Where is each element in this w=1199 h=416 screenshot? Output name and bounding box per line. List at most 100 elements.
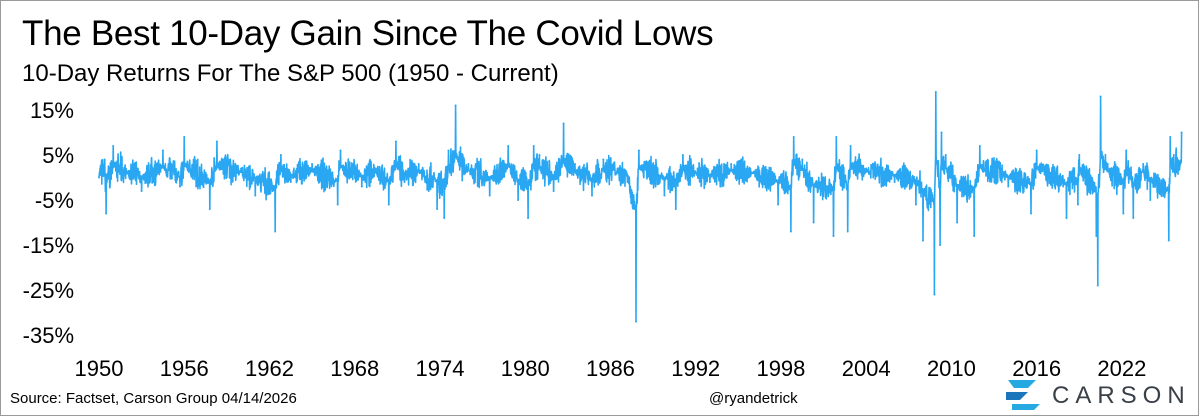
data-point xyxy=(208,208,211,210)
data-point xyxy=(311,163,314,165)
x-tick-label: 1980 xyxy=(501,356,550,381)
x-axis: 1950 1956 1962 1968 1974 1980 1986 1992 1998 2004… xyxy=(75,356,1147,381)
data-point xyxy=(240,167,243,170)
data-point xyxy=(934,91,937,93)
data-point xyxy=(616,167,619,170)
data-point xyxy=(552,190,555,192)
data-point xyxy=(1169,136,1172,138)
data-point xyxy=(944,154,947,156)
data-point xyxy=(812,221,815,224)
data-point xyxy=(978,145,981,147)
data-point xyxy=(956,221,959,224)
data-point xyxy=(893,181,896,183)
x-tick-label: 1956 xyxy=(160,356,209,381)
y-tick-label: -35% xyxy=(23,323,74,348)
x-tick-label: 1992 xyxy=(671,356,720,381)
data-point xyxy=(289,181,292,183)
x-tick-label: 1998 xyxy=(756,356,805,381)
data-point xyxy=(914,203,917,206)
data-point xyxy=(1035,149,1038,152)
data-point xyxy=(573,163,576,165)
y-tick-label: -15% xyxy=(23,233,74,258)
data-point xyxy=(674,208,677,210)
data-point xyxy=(973,235,976,237)
data-point xyxy=(1167,239,1170,242)
carson-logo-icon xyxy=(1006,380,1040,410)
data-point xyxy=(865,167,868,170)
data-point xyxy=(933,293,936,296)
source-note: Source: Factset, Carson Group 04/14/2026 xyxy=(10,390,297,407)
data-point xyxy=(708,181,711,183)
x-tick-label: 1950 xyxy=(75,356,124,381)
data-point xyxy=(417,163,420,165)
data-point xyxy=(1149,199,1152,201)
data-point xyxy=(777,203,780,206)
data-point xyxy=(436,208,439,210)
data-point xyxy=(940,131,943,134)
data-point xyxy=(375,167,378,170)
data-point xyxy=(1095,235,1098,237)
data-point xyxy=(161,149,164,152)
data-point xyxy=(922,239,925,242)
data-point xyxy=(751,172,754,174)
data-point xyxy=(387,203,390,206)
data-point xyxy=(538,154,541,156)
data-point xyxy=(447,149,450,152)
chart-subtitle: 10-Day Returns For The S&P 500 (1950 - C… xyxy=(22,60,559,87)
data-point xyxy=(112,145,115,147)
series-line xyxy=(98,91,1183,323)
data-point xyxy=(1078,154,1081,156)
data-point xyxy=(1007,185,1010,188)
data-point xyxy=(1106,163,1109,165)
data-point xyxy=(215,140,218,143)
logo-text: CARSON xyxy=(1052,382,1191,409)
data-point xyxy=(694,172,697,174)
x-tick-label: 2022 xyxy=(1097,356,1146,381)
x-tick-label: 2004 xyxy=(842,356,891,381)
data-point xyxy=(1132,217,1135,219)
data-point xyxy=(681,154,684,156)
x-tick-label: 1974 xyxy=(415,356,464,381)
x-tick-label: 2010 xyxy=(927,356,976,381)
data-point xyxy=(126,172,129,174)
data-point xyxy=(178,185,181,188)
data-point xyxy=(1099,95,1102,98)
data-point xyxy=(98,176,100,179)
data-point xyxy=(1076,203,1079,206)
data-point xyxy=(562,122,565,125)
x-tick-label: 1968 xyxy=(330,356,379,381)
data-point xyxy=(339,149,342,152)
data-point xyxy=(846,230,849,233)
data-point xyxy=(532,145,535,147)
data-point xyxy=(105,212,108,215)
data-point xyxy=(454,104,457,107)
data-point xyxy=(1065,217,1068,219)
data-point xyxy=(403,181,406,183)
data-point xyxy=(183,136,186,138)
data-point xyxy=(1180,131,1183,134)
data-point xyxy=(1096,284,1099,287)
x-tick-label: 2016 xyxy=(1012,356,1061,381)
data-point xyxy=(637,149,640,152)
data-point xyxy=(274,230,277,233)
data-point xyxy=(1122,212,1125,215)
data-point xyxy=(467,163,470,165)
data-point xyxy=(792,136,795,138)
data-point xyxy=(103,158,106,161)
data-point xyxy=(832,235,835,237)
data-point xyxy=(507,145,510,147)
data-point xyxy=(394,140,397,143)
y-tick-label: 15% xyxy=(30,98,74,123)
data-point xyxy=(517,199,520,201)
data-point xyxy=(488,194,491,197)
x-tick-label: 1962 xyxy=(245,356,294,381)
series-layer xyxy=(98,91,1183,323)
data-point xyxy=(835,136,838,138)
data-point xyxy=(443,217,446,219)
data-point xyxy=(1125,149,1128,152)
data-point xyxy=(626,181,629,183)
y-tick-label: -5% xyxy=(35,188,74,213)
x-tick-label: 1986 xyxy=(586,356,635,381)
y-tick-label: -25% xyxy=(23,278,74,303)
data-point xyxy=(1142,163,1145,165)
